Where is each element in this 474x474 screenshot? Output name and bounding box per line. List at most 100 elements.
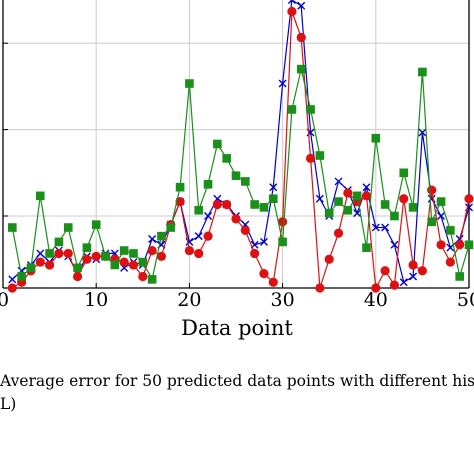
data-point-circle xyxy=(389,280,400,290)
data-point-circle xyxy=(380,266,390,276)
cross-stroke xyxy=(446,243,455,252)
data-point-square xyxy=(446,226,455,235)
data-point-circle xyxy=(324,254,334,264)
data-point-cross xyxy=(371,223,380,232)
data-point-square xyxy=(250,200,259,209)
data-point-square xyxy=(213,139,222,149)
data-point-cross xyxy=(315,194,324,203)
cross-stroke xyxy=(148,235,157,244)
data-point-square xyxy=(63,223,73,232)
data-point-square xyxy=(175,182,185,192)
data-point-cross xyxy=(287,0,296,4)
data-point-square xyxy=(241,177,250,186)
cross-stroke xyxy=(334,177,343,186)
data-point-circle xyxy=(333,228,344,238)
x-tick-label: 20 xyxy=(177,289,201,310)
data-point-cross xyxy=(334,177,343,186)
data-point-circle xyxy=(427,185,437,195)
cross-stroke xyxy=(269,183,278,192)
data-point-cross xyxy=(381,223,390,232)
data-point-square xyxy=(101,252,110,261)
data-point-square xyxy=(306,105,315,114)
data-point-square xyxy=(203,180,213,189)
data-point-square xyxy=(287,105,297,114)
cross-stroke xyxy=(297,1,306,10)
data-point-square xyxy=(119,246,129,255)
x-tick-label: 50 xyxy=(457,289,474,310)
cross-stroke xyxy=(287,0,293,4)
data-point-square xyxy=(399,168,409,178)
data-point-cross xyxy=(259,237,268,246)
data-point-square xyxy=(343,205,353,215)
data-point-square xyxy=(464,240,474,250)
data-point-square xyxy=(334,197,343,206)
cross-stroke xyxy=(437,212,446,220)
data-point-square xyxy=(259,203,269,212)
cross-stroke xyxy=(278,79,287,88)
caption-line-1: Average error for 50 predicted data poin… xyxy=(0,372,474,390)
data-point-cross xyxy=(437,212,446,220)
data-point-circle xyxy=(240,225,250,235)
data-point-circle xyxy=(45,260,55,270)
x-tick-label: 40 xyxy=(364,289,388,310)
data-point-square xyxy=(324,208,334,218)
data-point-circle xyxy=(203,231,213,241)
data-point-cross xyxy=(278,79,287,88)
data-point-circle xyxy=(231,214,241,224)
data-point-square xyxy=(73,263,82,273)
cross-stroke xyxy=(362,183,371,192)
cross-stroke xyxy=(204,212,213,220)
data-point-square xyxy=(17,272,26,281)
data-point-square xyxy=(138,257,148,267)
data-point-cross xyxy=(148,235,157,244)
data-point-square xyxy=(455,272,464,281)
data-point-circle xyxy=(305,153,316,163)
data-point-square xyxy=(54,237,64,247)
data-point-square xyxy=(35,191,45,201)
data-point-square xyxy=(231,171,241,180)
x-tick-label: 10 xyxy=(84,289,108,310)
data-point-cross xyxy=(297,1,306,10)
cross-stroke xyxy=(427,194,436,203)
data-point-cross xyxy=(194,232,203,241)
cross-stroke xyxy=(381,223,390,232)
data-point-circle xyxy=(7,283,17,293)
cross-stroke xyxy=(315,194,324,203)
data-point-circle xyxy=(464,194,474,204)
data-point-square xyxy=(268,194,278,204)
data-point-cross xyxy=(204,212,213,220)
data-point-square xyxy=(194,205,204,215)
cross-stroke xyxy=(390,240,399,249)
data-point-circle xyxy=(156,251,167,261)
data-point-square xyxy=(418,67,427,77)
data-point-square xyxy=(82,243,92,252)
data-point-square xyxy=(110,260,120,270)
cross-stroke xyxy=(409,272,418,281)
data-point-circle xyxy=(222,199,232,210)
data-point-circle xyxy=(408,260,418,270)
series-line-1 xyxy=(11,0,470,284)
data-point-circle xyxy=(128,260,139,270)
cross-stroke xyxy=(399,278,408,287)
cross-stroke xyxy=(290,0,296,4)
data-point-circle xyxy=(91,251,101,261)
data-point-square xyxy=(380,200,390,209)
data-point-square xyxy=(157,231,166,241)
x-tick-label: 30 xyxy=(271,289,295,310)
data-point-cross xyxy=(446,243,455,252)
data-point-square xyxy=(129,249,138,258)
data-point-circle xyxy=(436,240,446,250)
data-point-square xyxy=(296,64,306,74)
data-point-circle xyxy=(278,217,288,227)
data-point-circle xyxy=(417,266,427,276)
data-point-circle xyxy=(194,248,204,259)
series-group xyxy=(7,0,474,293)
data-point-circle xyxy=(371,283,381,293)
data-point-circle xyxy=(138,271,148,282)
x-axis-label: Data point xyxy=(181,316,293,340)
data-point-circle xyxy=(455,240,465,250)
data-point-square xyxy=(371,133,381,143)
x-tick-labels: 0 10 20 30 40 50 xyxy=(0,289,474,310)
caption-line-2: L) xyxy=(0,395,17,413)
data-point-circle xyxy=(35,257,45,267)
